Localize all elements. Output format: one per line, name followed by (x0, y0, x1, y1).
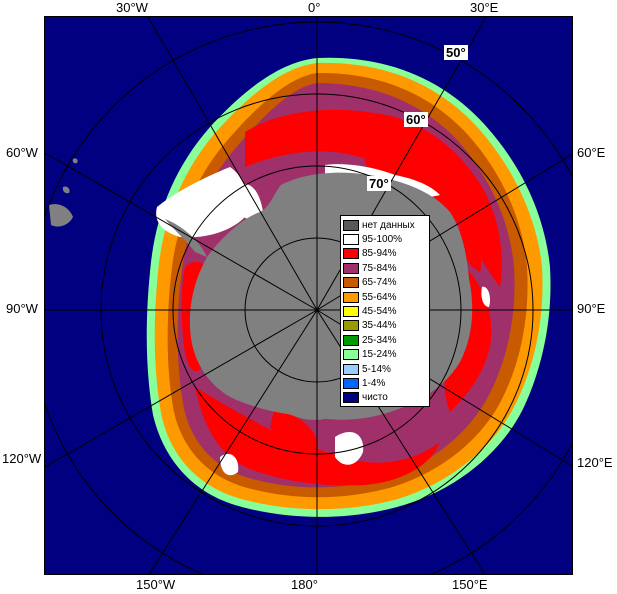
lon-label-180: 180° (291, 577, 318, 592)
legend-item: 75-84% (343, 261, 427, 275)
legend-swatch (343, 291, 359, 303)
lat-label-60: 60° (404, 112, 428, 127)
legend-item: 1-4% (343, 376, 427, 390)
lon-label-150w: 150°W (136, 577, 176, 592)
legend-swatch (343, 320, 359, 332)
legend-label: 45-54% (362, 306, 397, 318)
legend-item: 5-14% (343, 362, 427, 376)
legend-item: 65-74% (343, 276, 427, 290)
legend-label: 85-94% (362, 248, 397, 260)
legend-item: чисто (343, 391, 427, 405)
lat-label-70: 70° (367, 176, 391, 191)
lon-label-0: 0° (308, 0, 321, 15)
legend-item: 45-54% (343, 304, 427, 318)
legend-label: 25-34% (362, 334, 397, 346)
legend-swatch (343, 234, 359, 246)
lon-label-60w: 60°W (6, 145, 38, 160)
lon-label-60e: 60°E (577, 145, 606, 160)
legend-label: 65-74% (362, 277, 397, 289)
legend-label: 55-64% (362, 291, 397, 303)
legend-item: 95-100% (343, 232, 427, 246)
legend-label: 1-4% (362, 377, 386, 389)
lon-label-120e: 120°E (577, 455, 613, 470)
lon-label-90w: 90°W (6, 301, 38, 316)
lon-label-90e: 90°E (577, 301, 606, 316)
legend-item: 85-94% (343, 247, 427, 261)
sea-ice-map (45, 17, 572, 574)
legend-label: чисто (362, 392, 388, 404)
legend-label: 35-44% (362, 320, 397, 332)
legend-swatch (343, 219, 359, 231)
legend-swatch (343, 277, 359, 289)
south-america-tip (49, 158, 78, 227)
map-frame (44, 16, 573, 575)
legend-item: нет данных (343, 218, 427, 232)
legend-swatch (343, 306, 359, 318)
legend-swatch (343, 248, 359, 260)
legend-label: 95-100% (362, 234, 403, 246)
lon-label-30e: 30°E (470, 0, 499, 15)
legend-item: 35-44% (343, 319, 427, 333)
ross-ice-shelf (285, 385, 335, 420)
legend-swatch (343, 363, 359, 375)
lat-label-50: 50° (444, 45, 468, 60)
graticule-meridians (45, 17, 572, 574)
legend-swatch (343, 334, 359, 346)
legend-swatch (343, 392, 359, 404)
legend-swatch (343, 262, 359, 274)
legend-label: 15-24% (362, 349, 397, 361)
legend-item: 55-64% (343, 290, 427, 304)
legend-label: 5-14% (362, 363, 391, 375)
legend-item: 25-34% (343, 333, 427, 347)
legend-swatch (343, 349, 359, 361)
lon-label-150e: 150°E (452, 577, 488, 592)
legend-label: нет данных (362, 219, 415, 231)
legend-label: 75-84% (362, 262, 397, 274)
lon-label-30w: 30°W (116, 0, 148, 15)
lon-label-120w: 120°W (2, 451, 42, 466)
ice-concentration-legend: нет данных 95-100% 85-94% 75-84% 65-74% 55-64… (340, 215, 430, 408)
legend-item: 15-24% (343, 348, 427, 362)
legend-swatch (343, 377, 359, 389)
